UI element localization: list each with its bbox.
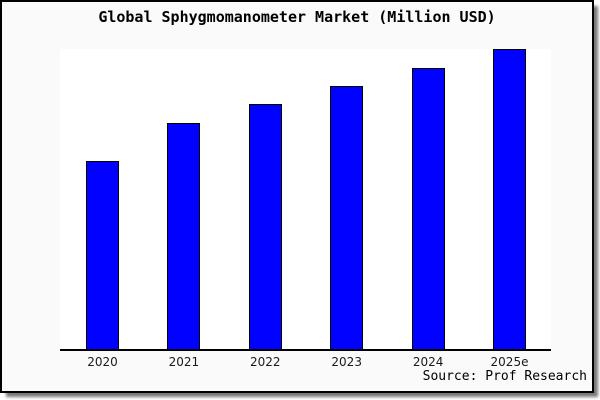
x-tick-label-2021: 2021 [168, 355, 200, 369]
x-axis-labels: 2020 2021 2022 2023 2024 2025e [2, 355, 596, 371]
bar-2020 [86, 161, 119, 349]
chart-frame: Global Sphygmomanometer Market (Million … [0, 0, 594, 393]
x-tick-label-2020: 2020 [87, 355, 118, 369]
bar-2025e [493, 49, 526, 349]
bar-2024 [411, 68, 445, 349]
x-tick-label-2025e: 2025e [490, 355, 529, 369]
bar-2021 [167, 123, 201, 349]
bar-2022 [248, 104, 282, 349]
source-note: Source: Prof Research [422, 369, 587, 384]
x-tick-label-2024: 2024 [412, 355, 444, 369]
bar-2023 [330, 86, 364, 349]
x-axis-line [60, 349, 551, 351]
plot-area [60, 49, 551, 349]
x-tick-label-2023: 2023 [331, 355, 362, 369]
chart-title: Global Sphygmomanometer Market (Million … [98, 8, 496, 26]
x-tick-label-2022: 2022 [250, 355, 281, 369]
